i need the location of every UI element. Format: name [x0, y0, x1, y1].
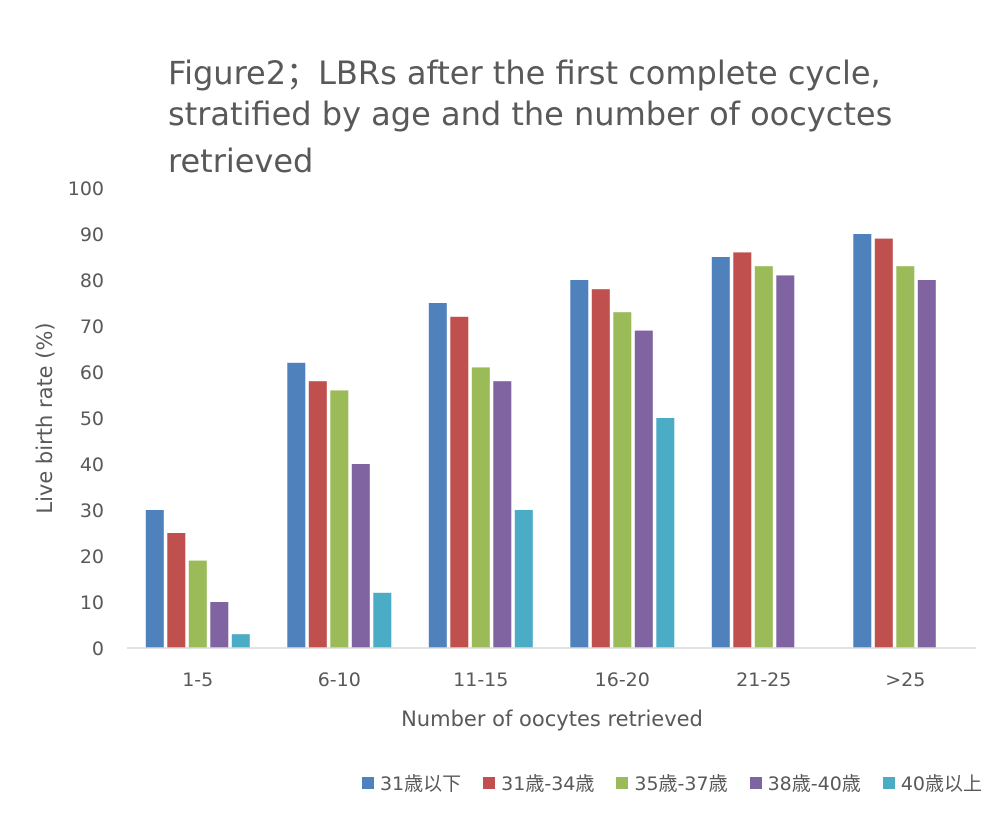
bar	[896, 266, 915, 648]
bar	[188, 560, 207, 648]
y-tick-label: 10	[80, 592, 104, 614]
legend-swatch	[749, 776, 762, 789]
y-tick-label: 70	[80, 316, 104, 338]
bar	[210, 602, 229, 648]
bar	[634, 330, 653, 648]
y-tick-label: 90	[80, 224, 104, 246]
bar	[656, 418, 675, 648]
bar	[450, 316, 469, 648]
chart-title-line-1: Figure2；LBRs after the first complete cy…	[168, 54, 881, 92]
y-axis-label: Live birth rate (%)	[33, 322, 57, 513]
legend-item: 35歳-37歳	[616, 769, 728, 796]
y-tick-label: 80	[80, 270, 104, 292]
bar	[351, 464, 370, 648]
chart-title-line-2: stratified by age and the number of oocy…	[168, 95, 893, 133]
y-tick-label: 40	[80, 454, 104, 476]
bar	[874, 238, 893, 648]
legend-swatch	[616, 776, 629, 789]
bar	[570, 280, 589, 648]
legend-item: 31歳-34歳	[483, 769, 594, 796]
legend-swatch	[361, 776, 374, 789]
bar	[591, 289, 610, 648]
x-tick-label: 6-10	[318, 669, 361, 691]
bar	[613, 312, 632, 648]
legend-swatch	[483, 776, 496, 789]
legend-label: 31歳以下	[379, 773, 462, 795]
bar	[167, 533, 186, 648]
bar	[471, 367, 490, 648]
bar	[493, 381, 512, 648]
chart-title-line-3: retrieved	[168, 142, 314, 180]
legend-item: 31歳以下	[361, 769, 462, 796]
x-tick-label: 16-20	[595, 669, 650, 691]
y-tick-label: 60	[80, 362, 104, 384]
x-axis-label: Number of oocytes retrieved	[401, 707, 703, 731]
y-axis-ticks: 0 10 20 30 40 50 60 70 80 90 100	[68, 178, 104, 660]
legend-label: 31歳-34歳	[501, 773, 595, 795]
y-tick-label: 30	[80, 500, 104, 522]
y-tick-label: 100	[68, 178, 104, 200]
bar	[754, 266, 773, 648]
bar	[287, 362, 306, 648]
legend-swatch	[882, 776, 895, 789]
bar	[514, 510, 533, 648]
bar	[917, 280, 936, 648]
bar	[373, 592, 392, 648]
x-axis-ticks: 1-5 6-10 11-15 16-20 21-25 >25	[182, 669, 925, 691]
legend-label: 40歳以上	[900, 773, 982, 795]
legend-item: 40歳以上	[882, 769, 982, 796]
x-tick-label: >25	[885, 669, 925, 691]
bar	[308, 381, 327, 648]
legend-label: 38歳-40歳	[767, 773, 861, 795]
bar-series	[145, 234, 936, 648]
legend-label: 35歳-37歳	[634, 773, 728, 795]
legend-item: 38歳-40歳	[749, 769, 861, 796]
bar	[145, 510, 164, 648]
bar	[711, 257, 730, 648]
x-tick-label: 1-5	[182, 669, 213, 691]
x-tick-label: 21-25	[736, 669, 791, 691]
bar	[231, 634, 250, 648]
bar	[330, 390, 349, 648]
bar	[428, 303, 447, 648]
bar	[776, 275, 795, 648]
y-tick-label: 50	[80, 408, 104, 430]
bar	[733, 252, 752, 648]
bar	[853, 234, 872, 648]
y-tick-label: 0	[92, 638, 104, 660]
x-tick-label: 11-15	[453, 669, 508, 691]
y-tick-label: 20	[80, 546, 104, 568]
chart-legend: 31歳以下 31歳-34歳 35歳-37歳 38歳-40歳 40歳以上	[361, 769, 982, 796]
